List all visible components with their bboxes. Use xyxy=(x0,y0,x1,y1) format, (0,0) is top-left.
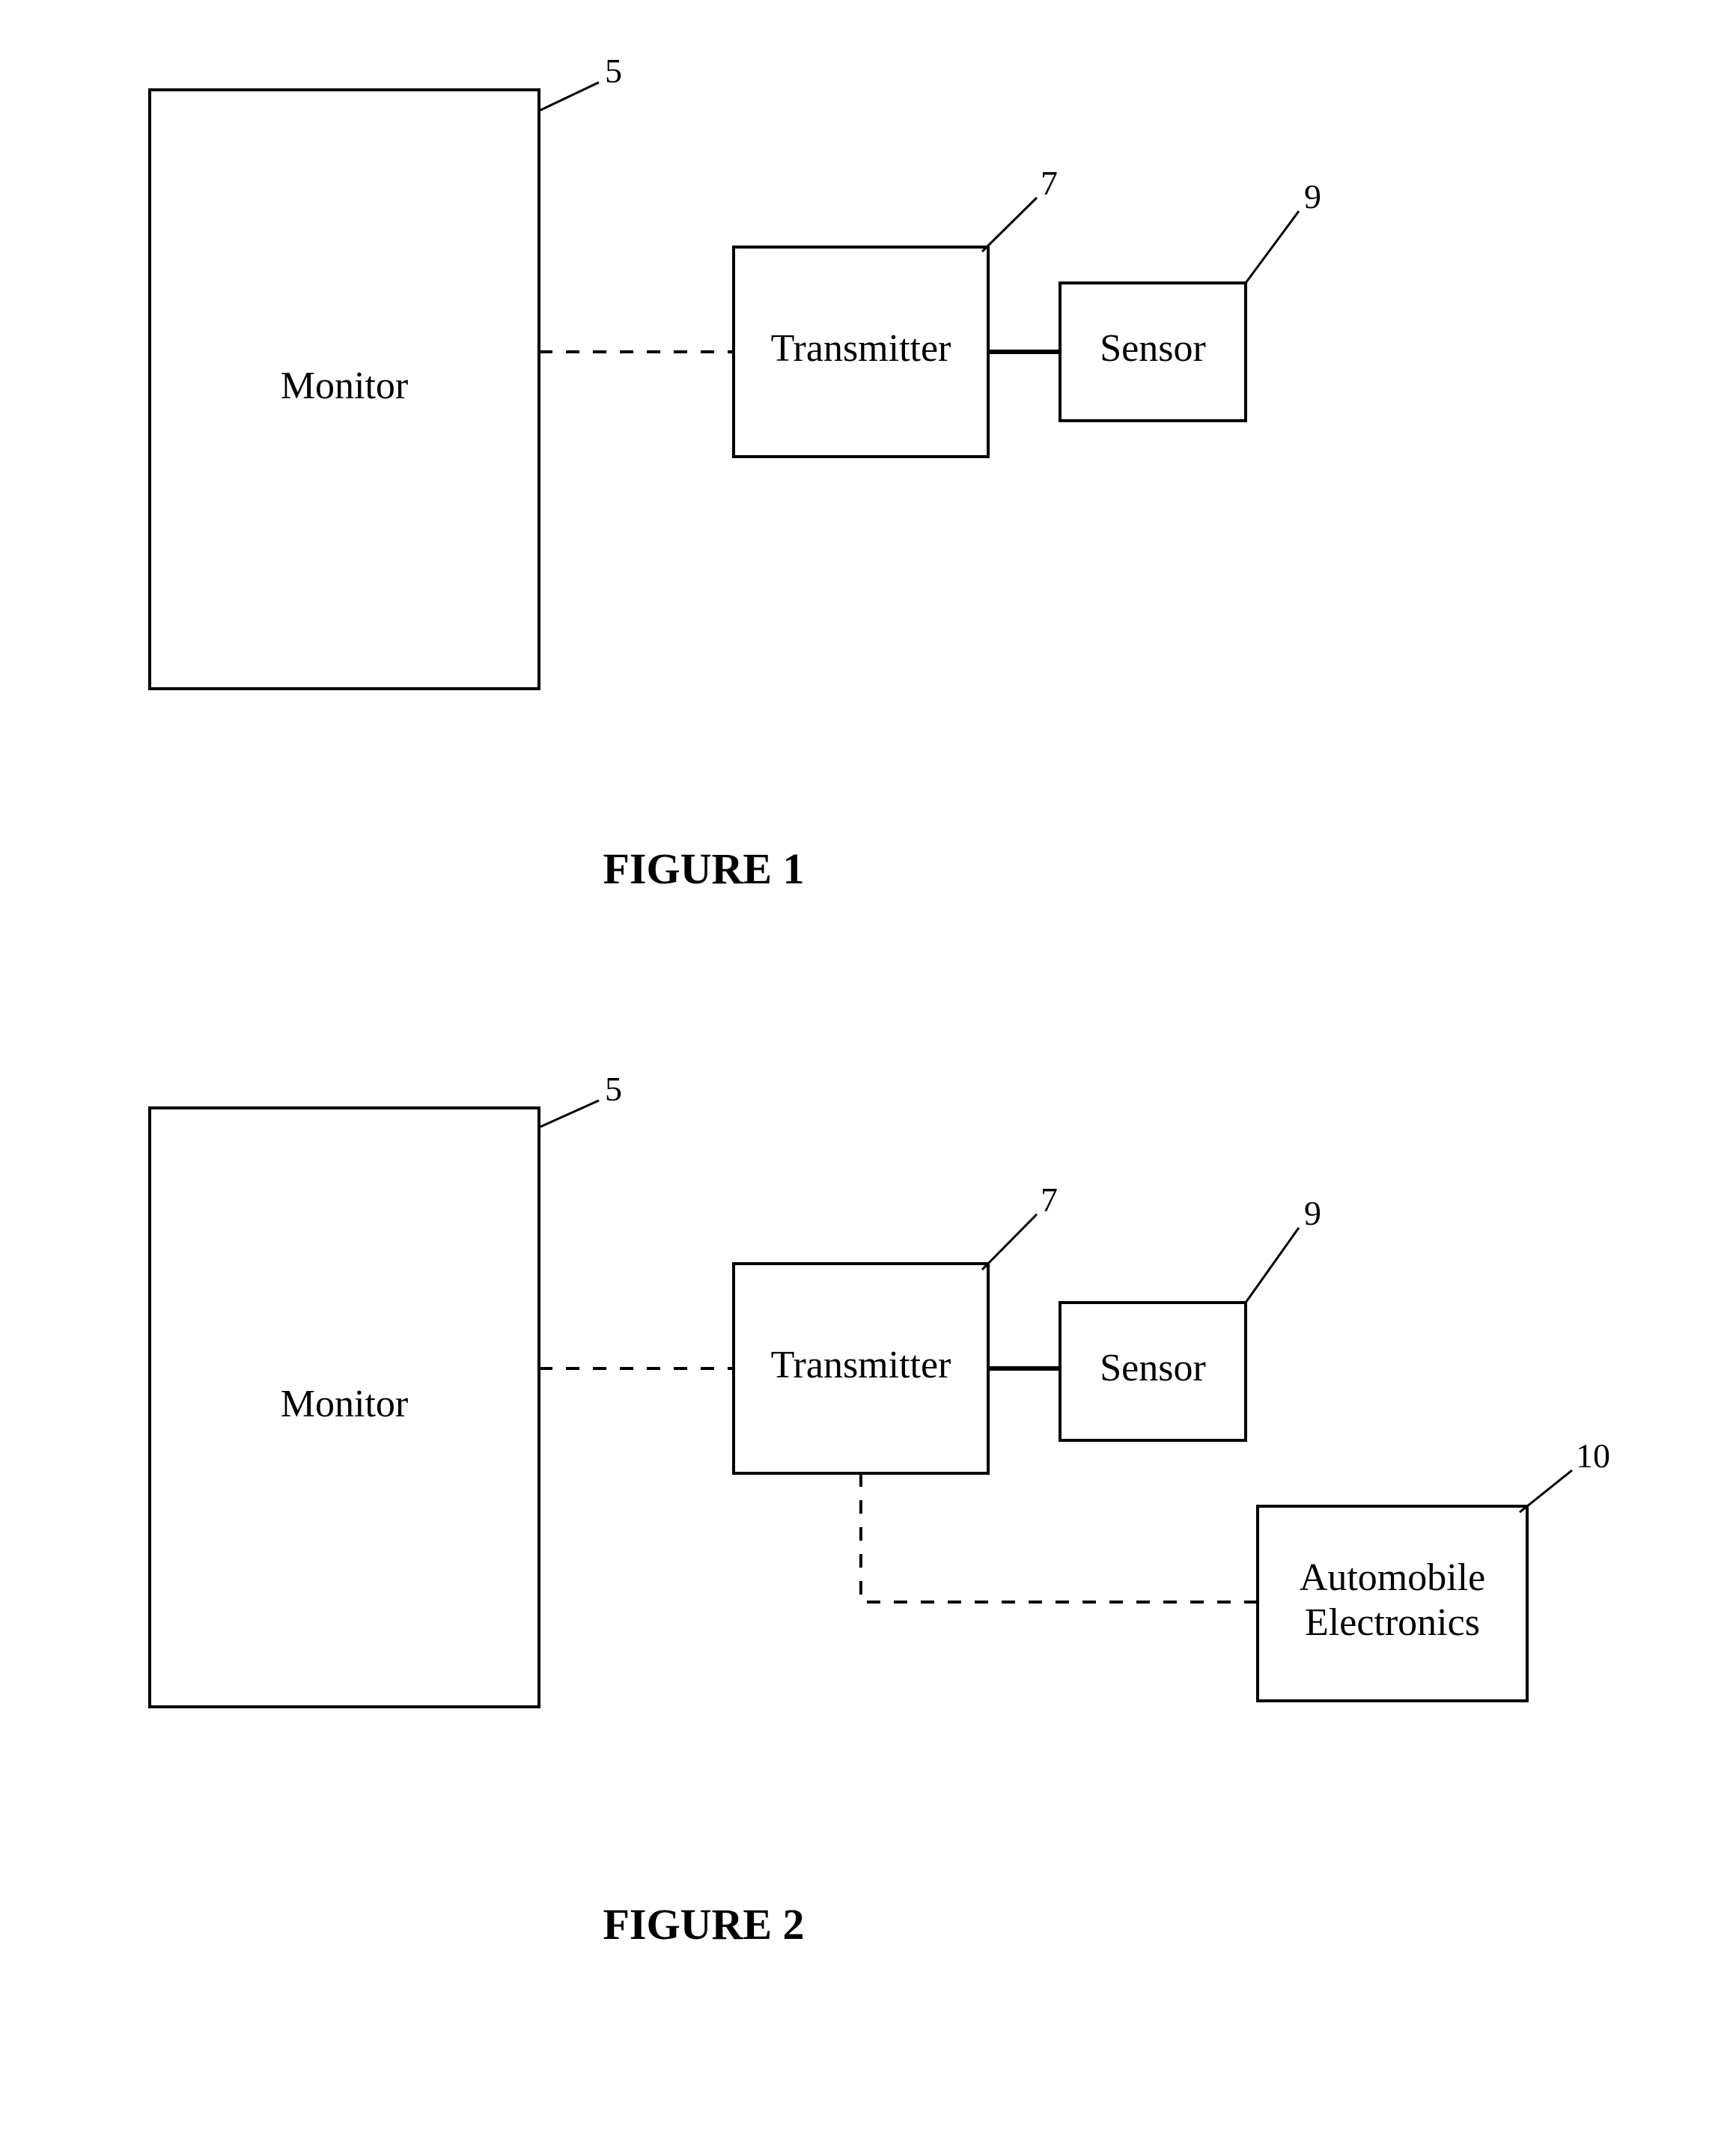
diagram-canvas: Monitor 5 Transmitter 7 Sensor 9 FIGURE 1 Monit… xyxy=(0,0,1730,2156)
ref-monitor: 5 xyxy=(605,52,622,90)
node-label-monitor: Monitor xyxy=(281,365,408,407)
leader-sensor xyxy=(1246,211,1299,283)
node-label-auto: Automobile xyxy=(1300,1556,1485,1599)
ref-sensor: 9 xyxy=(1304,177,1321,216)
figure-caption: FIGURE 2 xyxy=(603,1900,804,1949)
ref-auto: 10 xyxy=(1576,1437,1610,1475)
node-label-transmitter: Transmitter xyxy=(771,327,951,370)
ref-transmitter: 7 xyxy=(1041,164,1058,202)
edge-transmitter2-auto xyxy=(861,1473,1258,1602)
node-label-transmitter2: Transmitter xyxy=(771,1344,951,1386)
leader-transmitter2 xyxy=(982,1214,1037,1270)
node-label-sensor2: Sensor xyxy=(1100,1347,1206,1389)
leader-monitor xyxy=(539,82,599,111)
ref-transmitter2: 7 xyxy=(1041,1181,1058,1219)
node-label-sensor: Sensor xyxy=(1100,327,1206,370)
leader-transmitter xyxy=(982,198,1037,252)
figure-caption: FIGURE 1 xyxy=(603,844,804,893)
node-label-auto: Electronics xyxy=(1305,1601,1480,1644)
ref-monitor2: 5 xyxy=(605,1070,622,1108)
leader-monitor2 xyxy=(539,1100,599,1127)
ref-sensor2: 9 xyxy=(1304,1194,1321,1232)
leader-sensor2 xyxy=(1246,1228,1299,1303)
leader-auto xyxy=(1520,1470,1572,1512)
node-label-monitor2: Monitor xyxy=(281,1383,408,1425)
